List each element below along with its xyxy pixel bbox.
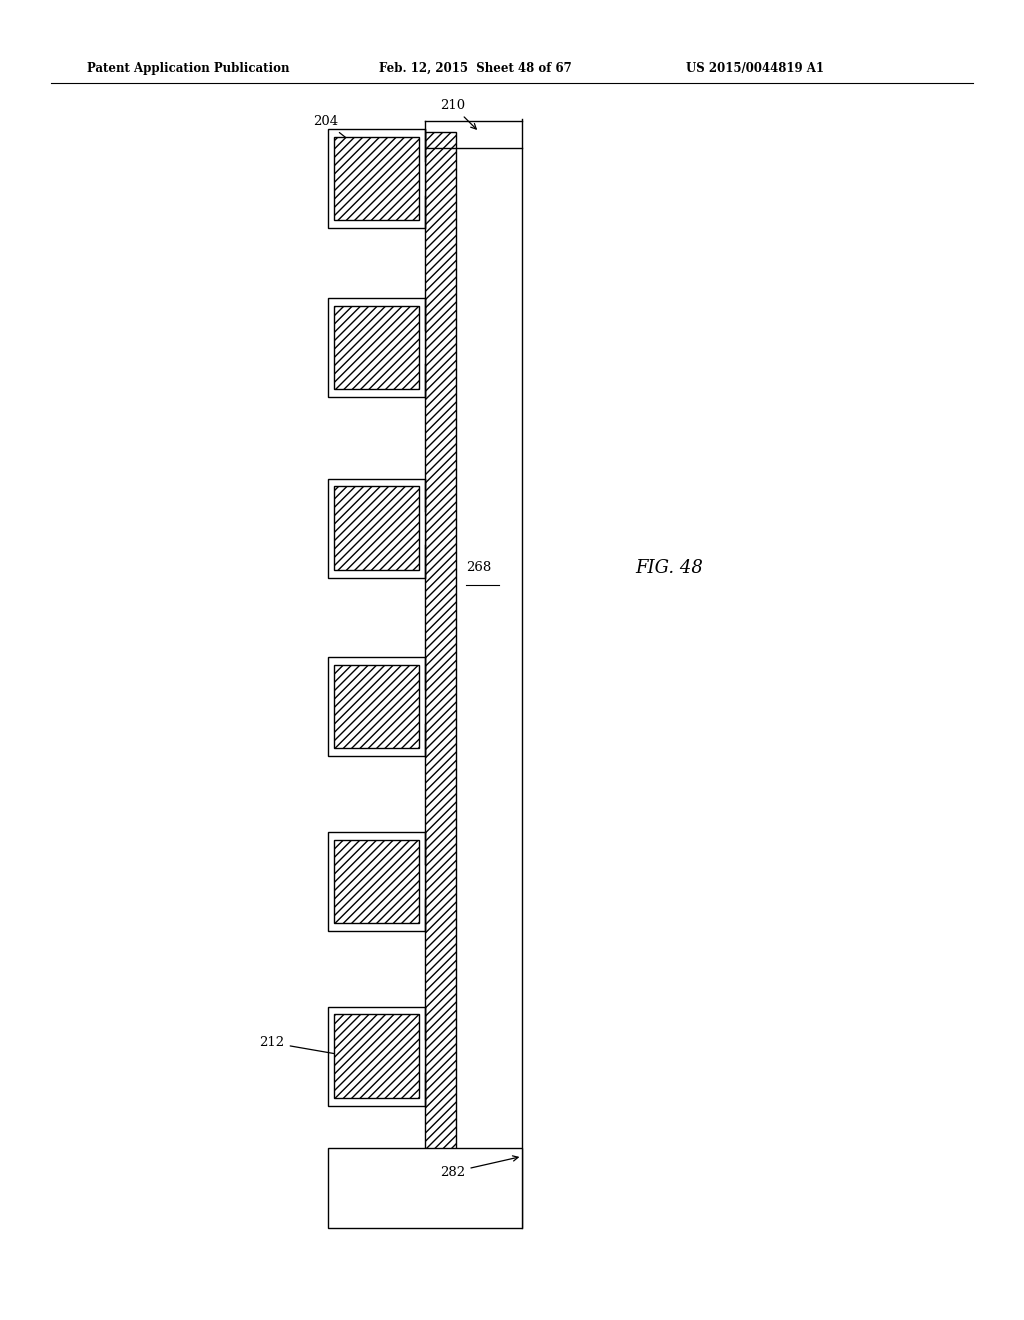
Bar [334, 487, 419, 570]
Text: 282: 282 [440, 1156, 518, 1179]
Bar [334, 1015, 419, 1098]
Bar [334, 665, 419, 747]
Bar [328, 479, 425, 578]
Bar [334, 841, 419, 924]
Bar [328, 657, 425, 755]
Bar [425, 132, 456, 1214]
Text: Patent Application Publication: Patent Application Publication [87, 62, 290, 75]
Text: 204: 204 [312, 115, 381, 165]
Text: FIG. 48: FIG. 48 [635, 558, 702, 577]
Text: 212: 212 [259, 1036, 344, 1057]
Bar [328, 298, 425, 397]
Bar [328, 1148, 522, 1228]
Text: 268: 268 [466, 561, 492, 574]
Bar [328, 833, 425, 932]
Bar [334, 136, 419, 219]
Bar [328, 129, 425, 227]
Text: US 2015/0044819 A1: US 2015/0044819 A1 [686, 62, 824, 75]
Bar [334, 306, 419, 388]
Bar [328, 1007, 425, 1106]
Text: 210: 210 [440, 99, 476, 129]
Text: Feb. 12, 2015  Sheet 48 of 67: Feb. 12, 2015 Sheet 48 of 67 [379, 62, 571, 75]
